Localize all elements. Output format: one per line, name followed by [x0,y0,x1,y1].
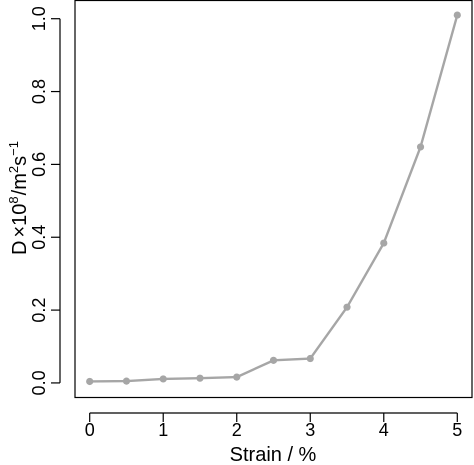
x-tick-label: 1 [158,420,168,440]
data-point [269,356,278,364]
series-line [89,14,459,383]
data-point [196,374,204,382]
data-point [416,143,425,151]
series-layer [86,11,461,386]
data-point [343,303,351,311]
data-point [86,377,94,386]
x-tick-label: 2 [232,420,242,440]
x-tick-label: 3 [305,420,315,440]
x-axis: 0 1 2 3 4 5 [85,412,462,440]
y-tick-label: 0.2 [29,298,49,323]
x-tick-label: 4 [379,420,389,440]
y-tick-label: 1.0 [29,6,49,31]
y-tick-label: 0.0 [29,370,49,395]
data-point [159,375,167,383]
x-tick-label: 0 [85,420,95,440]
data-point [453,11,461,19]
y-axis-title: D×108/m2s−1 [6,141,31,255]
x-tick-label: 5 [452,420,462,440]
x-axis-title: Strain / % [230,444,317,465]
y-tick-label: 0.4 [29,225,49,250]
y-tick-label: 0.8 [29,79,49,104]
plot-frame [74,0,473,399]
y-tick-label: 0.6 [29,152,49,177]
data-point [233,373,241,381]
data-point [122,377,131,385]
data-point [306,354,314,363]
data-point [380,239,388,247]
y-axis: 0.0 0.2 0.4 0.6 0.8 1.0 [29,6,61,395]
